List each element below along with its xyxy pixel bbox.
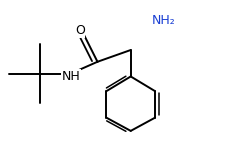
- Text: NH: NH: [61, 70, 80, 83]
- Text: O: O: [74, 24, 84, 37]
- Text: NH₂: NH₂: [151, 14, 175, 27]
